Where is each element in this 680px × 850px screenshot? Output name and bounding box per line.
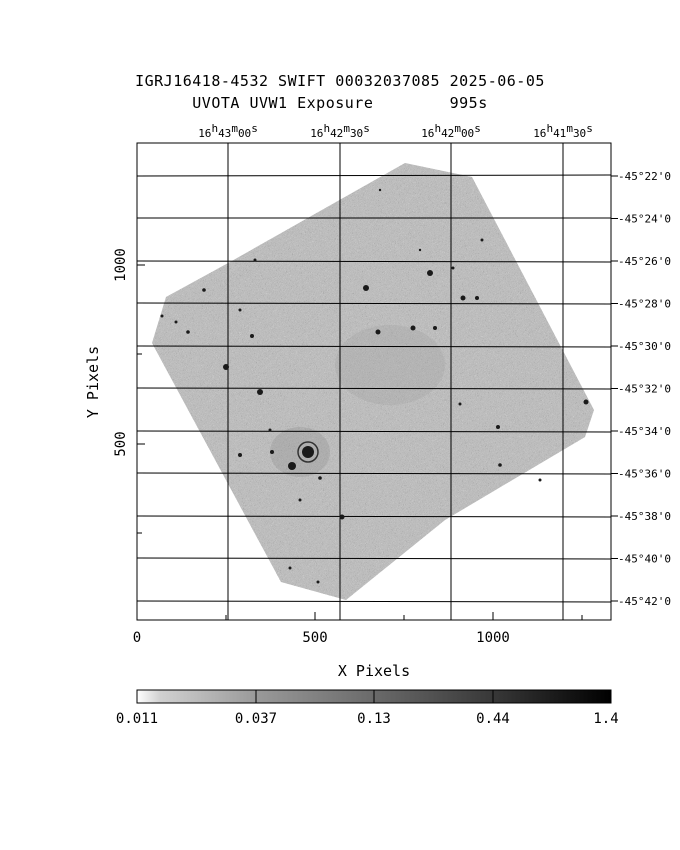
- ra-label-1: 16h43m00s: [198, 122, 258, 140]
- dec-label: -45°24'0: [618, 213, 671, 226]
- dec-label: -45°30'0: [618, 340, 671, 353]
- ra-grid: [227, 143, 564, 620]
- x-tick-1000: 1000: [476, 630, 510, 646]
- ra-labels: 16h43m00s 16h42m30s 16h42m00s 16h41m30s: [198, 122, 593, 140]
- dec-label: -45°40'0: [618, 553, 671, 566]
- image-title: IGRJ16418-4532 SWIFT 00032037085 2025-06…: [135, 72, 545, 90]
- y-axis-label: Y Pixels: [84, 346, 102, 418]
- ra-label-4: 16h41m30s: [533, 122, 593, 140]
- dec-label: -45°36'0: [618, 468, 671, 481]
- y-pixel-ticks: [137, 175, 145, 534]
- colorbar-ticks: [255, 690, 494, 703]
- ra-label-3: 16h42m00s: [421, 122, 481, 140]
- y-tick-1000: 1000: [113, 248, 129, 282]
- dec-grid: [137, 174, 611, 603]
- dec-label: -45°38'0: [618, 510, 671, 523]
- colorbar-label-2: 0.037: [235, 711, 277, 727]
- colorbar-label-5: 1.4: [593, 711, 618, 727]
- x-tick-500: 500: [302, 630, 327, 646]
- diffuse-halo: [270, 427, 330, 477]
- diffuse-patch: [335, 325, 445, 405]
- dec-labels: -45°22'0 -45°24'0 -45°26'0 -45°28'0 -45°30'0…: [611, 170, 671, 608]
- exposure-field-grain: [152, 163, 594, 600]
- star-sources: [160, 188, 589, 584]
- image-subtitle: UVOTA UVW1 Exposure 995s: [192, 94, 488, 112]
- ra-label-2: 16h42m30s: [310, 122, 370, 140]
- dec-label: -45°26'0: [618, 255, 671, 268]
- colorbar-label-1: 0.011: [116, 711, 158, 727]
- y-tick-500: 500: [113, 431, 129, 456]
- colorbar-label-4: 0.44: [476, 711, 510, 727]
- x-pixel-ticks: [136, 612, 583, 620]
- dec-label: -45°28'0: [618, 298, 671, 311]
- bright-source-ring: [297, 441, 319, 463]
- dec-label: -45°42'0: [618, 595, 671, 608]
- x-tick-0: 0: [133, 630, 141, 646]
- plot-border: [136, 142, 612, 621]
- dec-label: -45°32'0: [618, 383, 671, 396]
- dec-label: -45°34'0: [618, 425, 671, 438]
- colorbar-label-3: 0.13: [357, 711, 391, 727]
- x-axis-label: X Pixels: [338, 662, 410, 680]
- dec-label: -45°22'0: [618, 170, 671, 183]
